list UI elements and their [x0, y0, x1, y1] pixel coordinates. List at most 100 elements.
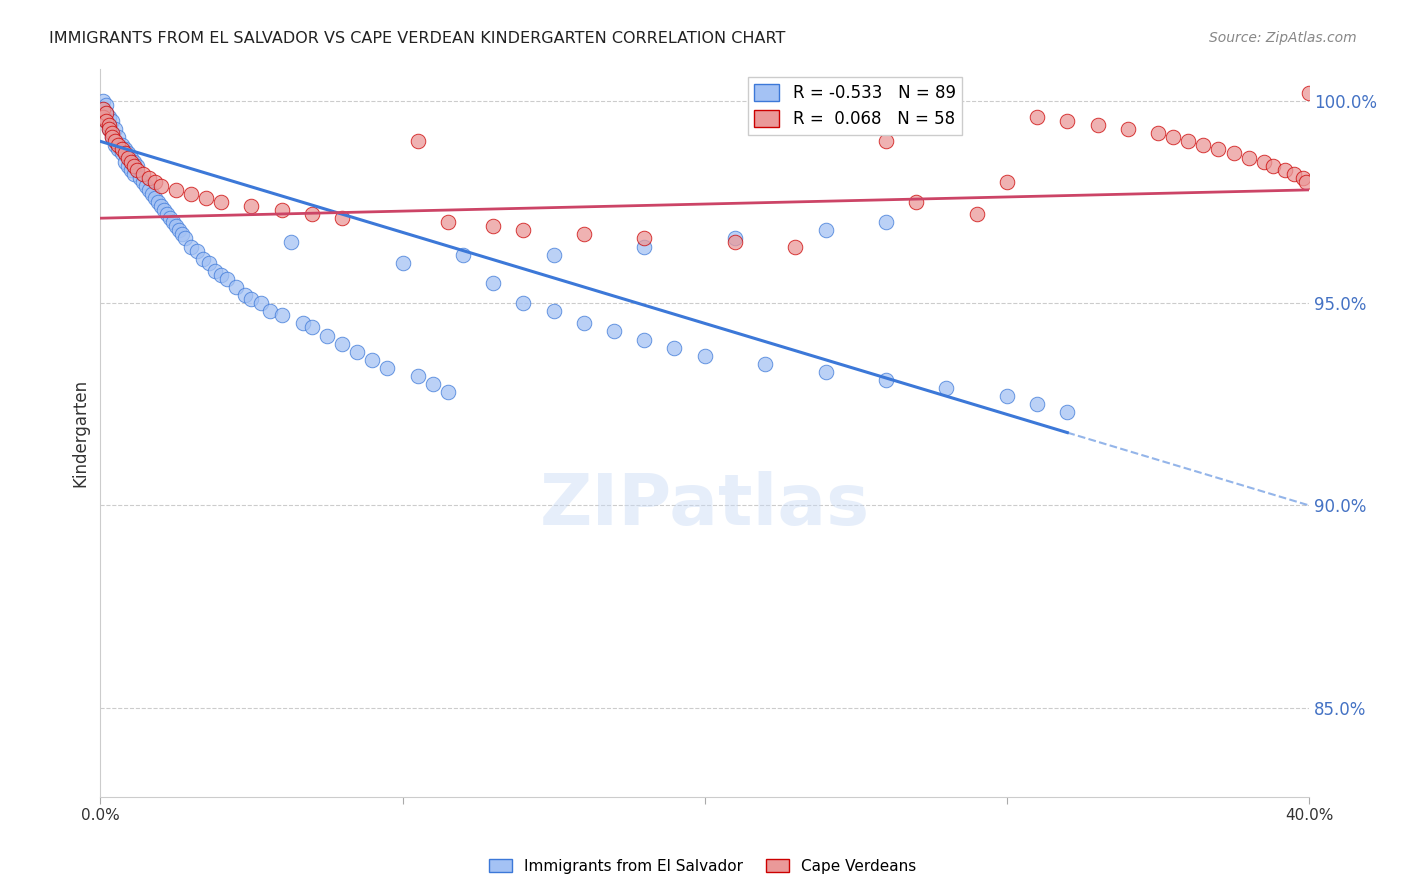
Point — [117, 159, 139, 173]
Point — [125, 162, 148, 177]
Point — [104, 122, 127, 136]
Point — [1161, 130, 1184, 145]
Point — [346, 344, 368, 359]
Point — [125, 159, 148, 173]
Point — [104, 134, 127, 148]
Point — [180, 239, 202, 253]
Point — [93, 110, 115, 124]
Point — [135, 178, 157, 193]
Point — [270, 203, 292, 218]
Point — [98, 118, 121, 132]
Point — [114, 146, 136, 161]
Point — [633, 239, 655, 253]
Point — [240, 199, 263, 213]
Point — [391, 256, 413, 270]
Point — [603, 325, 626, 339]
Point — [96, 98, 118, 112]
Point — [875, 134, 897, 148]
Point — [814, 223, 837, 237]
Point — [128, 170, 150, 185]
Point — [875, 215, 897, 229]
Text: Source: ZipAtlas.com: Source: ZipAtlas.com — [1209, 31, 1357, 45]
Point — [1253, 154, 1275, 169]
Point — [225, 280, 247, 294]
Point — [235, 288, 257, 302]
Point — [572, 317, 595, 331]
Point — [93, 102, 115, 116]
Point — [204, 264, 226, 278]
Point — [96, 106, 118, 120]
Point — [1116, 122, 1139, 136]
Point — [98, 122, 121, 136]
Point — [159, 211, 181, 226]
Point — [1147, 126, 1170, 140]
Text: IMMIGRANTS FROM EL SALVADOR VS CAPE VERDEAN KINDERGARTEN CORRELATION CHART: IMMIGRANTS FROM EL SALVADOR VS CAPE VERD… — [49, 31, 786, 46]
Point — [377, 360, 399, 375]
Point — [1056, 114, 1078, 128]
Point — [191, 252, 214, 266]
Point — [217, 272, 239, 286]
Point — [280, 235, 302, 250]
Point — [1295, 175, 1317, 189]
Point — [153, 203, 176, 218]
Point — [117, 151, 139, 165]
Point — [131, 175, 153, 189]
Point — [451, 247, 474, 261]
Point — [138, 170, 160, 185]
Point — [209, 268, 232, 282]
Point — [259, 304, 281, 318]
Point — [165, 219, 187, 234]
Point — [1274, 162, 1296, 177]
Point — [186, 244, 208, 258]
Point — [633, 333, 655, 347]
Point — [107, 130, 129, 145]
Point — [422, 377, 444, 392]
Point — [104, 138, 127, 153]
Point — [141, 186, 163, 201]
Point — [198, 256, 221, 270]
Point — [96, 114, 118, 128]
Point — [966, 207, 988, 221]
Point — [165, 183, 187, 197]
Point — [143, 191, 166, 205]
Point — [572, 227, 595, 242]
Point — [814, 365, 837, 379]
Point — [1087, 118, 1109, 132]
Point — [101, 114, 124, 128]
Point — [101, 130, 124, 145]
Point — [482, 276, 505, 290]
Point — [482, 219, 505, 234]
Point — [180, 186, 202, 201]
Point — [143, 175, 166, 189]
Point — [195, 191, 218, 205]
Point — [98, 118, 121, 132]
Point — [301, 320, 323, 334]
Point — [406, 368, 429, 383]
Point — [754, 357, 776, 371]
Point — [361, 352, 384, 367]
Point — [1026, 110, 1049, 124]
Point — [146, 194, 169, 209]
Legend: R = -0.533   N = 89, R =  0.068   N = 58: R = -0.533 N = 89, R = 0.068 N = 58 — [748, 77, 962, 135]
Point — [995, 389, 1018, 403]
Point — [120, 162, 142, 177]
Point — [167, 223, 190, 237]
Point — [512, 223, 534, 237]
Point — [101, 126, 124, 140]
Text: ZIPatlas: ZIPatlas — [540, 471, 870, 540]
Legend: Immigrants from El Salvador, Cape Verdeans: Immigrants from El Salvador, Cape Verdea… — [484, 853, 922, 880]
Point — [664, 341, 686, 355]
Point — [96, 106, 118, 120]
Point — [138, 183, 160, 197]
Point — [122, 159, 145, 173]
Point — [1056, 405, 1078, 419]
Point — [301, 207, 323, 221]
Point — [1237, 151, 1260, 165]
Point — [96, 114, 118, 128]
Point — [240, 292, 263, 306]
Point — [875, 373, 897, 387]
Point — [107, 143, 129, 157]
Point — [104, 134, 127, 148]
Point — [101, 126, 124, 140]
Point — [101, 130, 124, 145]
